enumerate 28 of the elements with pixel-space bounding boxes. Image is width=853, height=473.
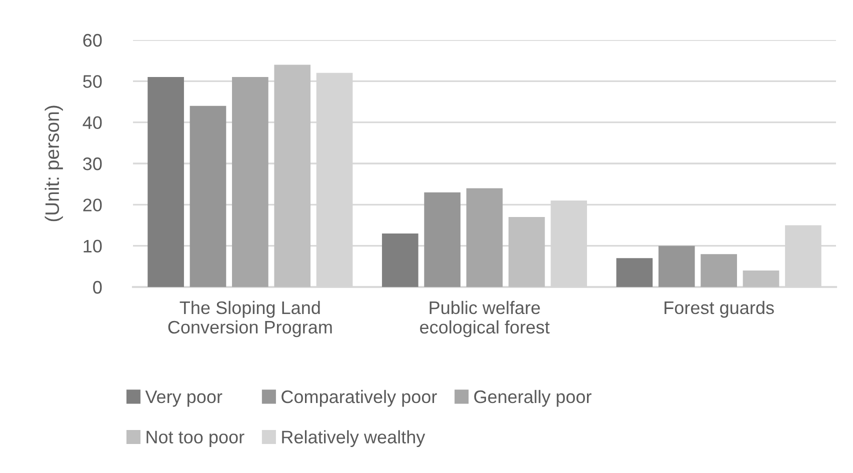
legend-label: Generally poor: [474, 390, 592, 407]
y-tick-label: 60: [83, 34, 102, 47]
bar: [658, 246, 695, 287]
x-tick-label: Forest guards: [664, 300, 774, 318]
bar: [274, 64, 311, 287]
legend-label: Comparatively poor: [282, 390, 437, 407]
y-tick-label: 30: [83, 157, 102, 170]
bar: [148, 77, 184, 287]
bar: [382, 233, 418, 287]
bar: [508, 217, 545, 287]
bar: [742, 270, 780, 287]
y-tick-label: 10: [84, 240, 102, 253]
bar: [232, 77, 268, 287]
y-tick-label: 20: [83, 198, 102, 212]
legend-label: Relatively wealthy: [282, 430, 426, 448]
x-tick-label: Public welfare ecological forest: [420, 300, 550, 338]
y-axis-title: (Unit: person): [44, 106, 63, 222]
bar: [616, 258, 653, 287]
y-tick-label: 40: [82, 116, 102, 130]
y-tick-label: 50: [83, 75, 102, 88]
y-tick-label: 0: [93, 280, 102, 294]
legend-label: Very poor: [145, 390, 222, 407]
bar: [424, 192, 460, 287]
bar: [700, 254, 737, 287]
legend-label: Not too poor: [146, 430, 244, 448]
x-tick-label: The Sloping Land Conversion Program: [168, 300, 332, 338]
bar: [190, 106, 226, 287]
bar: [466, 188, 503, 287]
